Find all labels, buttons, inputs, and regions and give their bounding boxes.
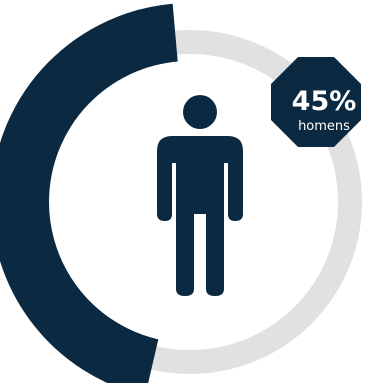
ring-progress-arc xyxy=(0,3,179,383)
percent-label: 45% xyxy=(292,86,357,117)
badge-octagon xyxy=(271,57,361,147)
male-person-icon xyxy=(157,95,243,296)
caption-label: homens xyxy=(298,119,350,134)
percentage-badge: 45% homens xyxy=(271,57,361,147)
